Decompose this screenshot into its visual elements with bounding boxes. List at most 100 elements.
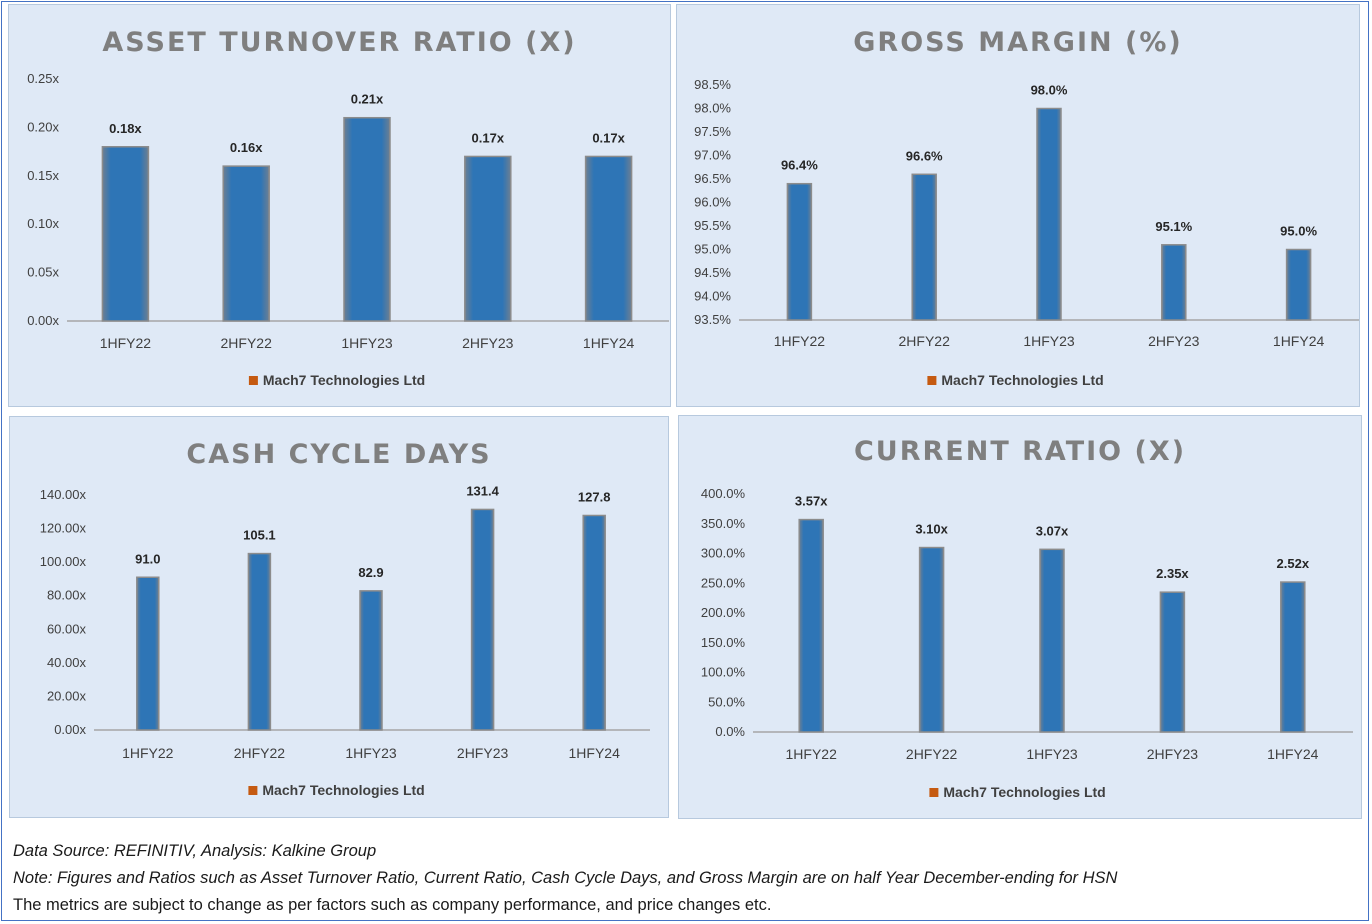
gross-margin-chart-panel: GROSS MARGIN (%) 93.5% 94.0% 94.5% 95.0% 95.5… <box>676 4 1360 407</box>
y-tick-label: 100.00x <box>40 554 87 569</box>
category-label: 1HFY22 <box>100 335 152 351</box>
y-tick-label: 350.0% <box>701 516 746 531</box>
y-tick-label: 50.0% <box>708 694 745 709</box>
bar <box>1161 244 1187 321</box>
y-tick-label: 97.5% <box>694 124 731 139</box>
legend-label: Mach7 Technologies Ltd <box>943 784 1105 800</box>
y-tick-label: 95.0% <box>694 242 731 257</box>
data-label: 98.0% <box>1031 83 1068 98</box>
category-label: 2HFY23 <box>1147 746 1199 762</box>
data-label: 0.21x <box>351 92 384 107</box>
y-tick-label: 0.0% <box>715 724 745 739</box>
category-label: 2HFY23 <box>1148 333 1200 349</box>
chart-svg: CASH CYCLE DAYS 0.00x 20.00x 40.00x 60.00x 80… <box>40 439 650 798</box>
data-label: 3.07x <box>1036 523 1069 538</box>
category-label: 1HFY24 <box>569 745 621 761</box>
data-label: 96.6% <box>906 148 943 163</box>
y-tick-label: 0.00x <box>27 313 59 328</box>
category-label: 2HFY22 <box>906 746 958 762</box>
bar <box>359 590 383 731</box>
y-tick-label: 150.0% <box>701 635 746 650</box>
data-source-note: Data Source: REFINITIV, Analysis: Kalkin… <box>13 842 377 860</box>
bar <box>464 155 512 322</box>
data-label: 131.4 <box>466 483 499 498</box>
data-label: 0.18x <box>109 121 142 136</box>
bar <box>798 518 824 733</box>
y-tick-label: 80.00x <box>47 588 87 603</box>
y-tick-label: 300.0% <box>701 546 746 561</box>
y-tick-label: 400.0% <box>701 486 746 501</box>
data-label: 3.57x <box>795 494 828 509</box>
category-label: 1HFY24 <box>1273 333 1325 349</box>
category-label: 1HFY23 <box>345 745 397 761</box>
category-label: 1HFY24 <box>1267 746 1319 762</box>
legend-marker <box>248 786 258 795</box>
legend-label: Mach7 Technologies Ltd <box>263 372 425 388</box>
bar <box>1036 107 1062 321</box>
y-tick-label: 120.00x <box>40 521 87 536</box>
y-tick-label: 250.0% <box>701 575 746 590</box>
category-label: 2HFY23 <box>457 745 509 761</box>
asset-turnover-chart-panel: ASSET TURNOVER RATIO (X) 0.00x 0.05x 0.10x 0… <box>8 4 671 407</box>
legend-label: Mach7 Technologies Ltd <box>262 782 424 798</box>
chart-svg: GROSS MARGIN (%) 93.5% 94.0% 94.5% 95.0% 95.5… <box>694 27 1359 388</box>
chart-title: ASSET TURNOVER RATIO (X) <box>102 27 576 58</box>
bar <box>101 146 150 322</box>
data-label: 127.8 <box>578 489 611 504</box>
y-tick-label: 98.5% <box>694 77 731 92</box>
y-tick-label: 0.10x <box>27 216 59 231</box>
legend-marker <box>927 376 937 385</box>
y-tick-label: 94.5% <box>694 265 731 280</box>
y-tick-label: 40.00x <box>47 655 87 670</box>
bar <box>247 552 272 731</box>
data-label: 82.9 <box>358 565 383 580</box>
bar <box>222 165 270 322</box>
data-label: 95.0% <box>1280 224 1317 239</box>
bar <box>1159 591 1186 733</box>
category-label: 1HFY23 <box>1026 746 1078 762</box>
data-label: 0.17x <box>472 130 505 145</box>
bar <box>1280 581 1306 733</box>
category-label: 1HFY23 <box>1023 333 1075 349</box>
bar <box>136 576 160 731</box>
chart-svg: CURRENT RATIO (X) 0.0% 50.0% 100.0% 150.0% 20… <box>701 436 1353 800</box>
y-tick-label: 140.00x <box>40 487 87 502</box>
y-tick-label: 95.5% <box>694 218 731 233</box>
bar <box>918 546 945 733</box>
data-label: 0.16x <box>230 140 263 155</box>
data-label: 105.1 <box>243 528 276 543</box>
category-label: 1HFY22 <box>774 333 826 349</box>
data-label: 3.10x <box>915 522 948 537</box>
category-label: 2HFY23 <box>462 335 514 351</box>
legend-label: Mach7 Technologies Ltd <box>941 372 1103 388</box>
category-label: 1HFY24 <box>583 335 635 351</box>
data-label: 2.35x <box>1156 566 1189 581</box>
legend-marker <box>248 376 258 385</box>
data-label: 96.4% <box>781 158 818 173</box>
bar <box>582 514 606 731</box>
y-tick-label: 97.0% <box>694 148 731 163</box>
data-label: 95.1% <box>1155 219 1192 234</box>
bar <box>584 155 633 322</box>
category-label: 2HFY22 <box>221 335 273 351</box>
y-tick-label: 60.00x <box>47 621 87 636</box>
bar <box>1039 548 1065 733</box>
footer: Data Source: REFINITIV, Analysis: Kalkin… <box>13 838 1353 919</box>
data-label: 2.52x <box>1277 556 1310 571</box>
category-label: 1HFY22 <box>786 746 838 762</box>
disclaimer-note: The metrics are subject to change as per… <box>13 896 772 914</box>
cash-cycle-chart-panel: CASH CYCLE DAYS 0.00x 20.00x 40.00x 60.00x 80… <box>9 416 669 818</box>
y-tick-label: 94.0% <box>694 289 731 304</box>
y-tick-label: 93.5% <box>694 312 731 327</box>
chart-svg: ASSET TURNOVER RATIO (X) 0.00x 0.05x 0.10x 0… <box>27 27 669 388</box>
y-tick-label: 98.0% <box>694 101 731 116</box>
chart-title: GROSS MARGIN (%) <box>853 27 1182 58</box>
legend-marker <box>929 788 939 797</box>
chart-title: CURRENT RATIO (X) <box>854 436 1186 467</box>
bar <box>911 173 937 321</box>
category-label: 2HFY22 <box>234 745 286 761</box>
y-tick-label: 0.00x <box>54 722 86 737</box>
data-label: 0.17x <box>592 130 625 145</box>
y-tick-label: 96.5% <box>694 171 731 186</box>
